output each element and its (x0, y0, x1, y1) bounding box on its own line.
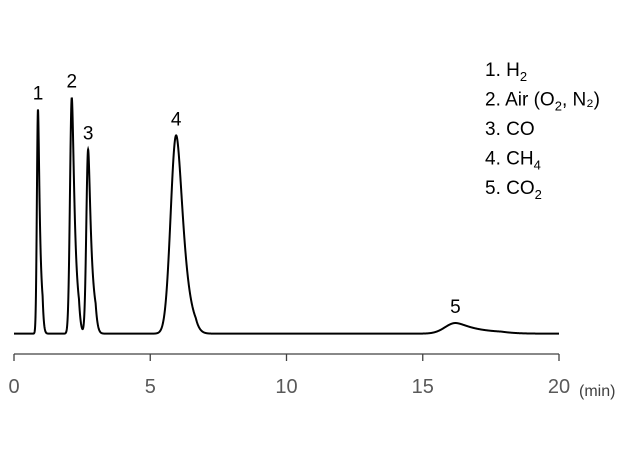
legend-subscript: 2 (535, 187, 542, 202)
legend-separator: . (496, 149, 507, 170)
legend-compound-name: CO (506, 178, 535, 199)
legend-compound-name: CH (506, 149, 533, 170)
legend-separator: . (496, 178, 507, 199)
legend-compound-name: CO (506, 119, 535, 140)
legend-entry: 1. H2 (485, 60, 527, 84)
peak-label: 5 (450, 297, 461, 318)
x-tick-label: 10 (275, 376, 297, 398)
legend-subscript: 2 (555, 99, 562, 114)
x-axis-ticks: 0 5 10 15 20 (8, 354, 570, 398)
legend-separator: . (496, 119, 507, 140)
legend-entry: 2. Air (O2, N₂) (485, 90, 600, 114)
x-axis-unit-label: (min) (579, 383, 615, 400)
legend-compound-name: H (506, 60, 520, 81)
x-tick-label: 15 (412, 376, 434, 398)
peak-labels: 1 2 3 4 5 (33, 72, 461, 318)
legend-subscript: 4 (534, 158, 541, 173)
x-tick-label: 20 (548, 376, 570, 398)
legend-number: 3 (485, 119, 496, 140)
legend-separator: . (496, 90, 506, 111)
legend-separator: . (496, 60, 507, 81)
legend-subscript: 2 (520, 69, 527, 84)
legend-compound-name: Air (O (505, 90, 555, 111)
legend-number: 2 (485, 90, 496, 111)
peak-label: 4 (171, 109, 182, 130)
x-tick-label: 5 (145, 376, 156, 398)
legend-number: 4 (485, 149, 496, 170)
legend-number: 1 (485, 60, 496, 81)
legend-entry: 5. CO2 (485, 178, 542, 202)
peak-label: 3 (83, 124, 94, 145)
x-tick-label: 0 (8, 376, 19, 398)
chromatogram-trace (14, 97, 559, 335)
peak-label: 1 (33, 83, 44, 104)
legend-number: 5 (485, 178, 496, 199)
peak-label: 2 (66, 72, 77, 93)
legend-entry: 3. CO (485, 119, 535, 140)
legend-compound-suffix: , N₂) (562, 90, 600, 111)
legend-entry: 4. CH4 (485, 149, 541, 173)
